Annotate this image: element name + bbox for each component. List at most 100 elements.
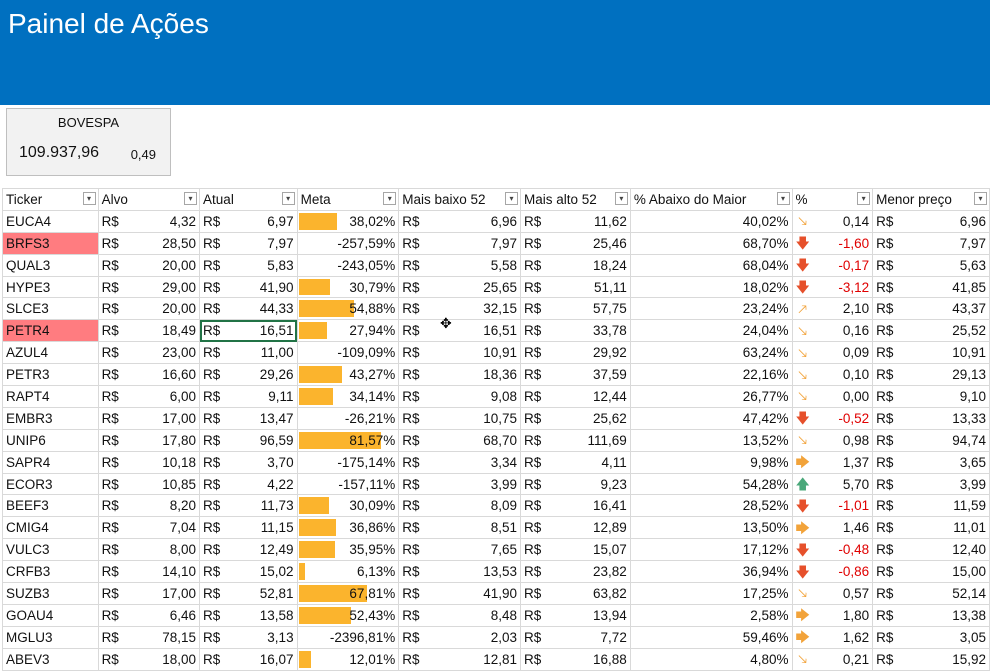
alvo-cell[interactable]: R$ 28,50 [97,231,201,255]
meta-cell[interactable]: -26,21% [296,406,400,430]
meta-cell[interactable]: 38,02% [296,209,400,233]
atual-cell[interactable]: R$ 3,13 [199,625,298,649]
ticker-cell[interactable]: UNIP6 [2,428,99,452]
mais-baixo-cell[interactable]: R$ 6,96 [398,209,522,233]
menor-preco-cell[interactable]: R$ 11,01 [872,516,990,540]
alvo-cell[interactable]: R$ 20,00 [97,253,201,277]
abaixo-maior-cell[interactable]: 68,70% [629,231,793,255]
menor-preco-cell[interactable]: R$ 3,99 [872,472,990,496]
mais-baixo-cell[interactable]: R$ 13,53 [398,560,522,584]
mais-alto-cell[interactable]: R$ 4,11 [520,450,631,474]
header-alvo[interactable]: Alvo ▾ [97,188,201,211]
mais-alto-cell[interactable]: R$ 12,89 [520,516,631,540]
bovespa-card[interactable]: BOVESPA 109.937,96 0,49 [6,108,171,176]
meta-cell[interactable]: 27,94% [296,319,400,343]
alvo-cell[interactable]: R$ 18,49 [97,319,201,343]
atual-cell[interactable]: R$ 11,00 [199,341,298,365]
atual-cell[interactable]: R$ 41,90 [199,275,298,299]
pct-cell[interactable]: 🡖 0,00 [791,385,874,408]
pct-cell[interactable]: 🡖 0,14 [791,209,874,233]
alvo-cell[interactable]: R$ 7,04 [97,516,201,540]
pct-cell[interactable]: 🡇 -0,52 [791,406,874,430]
alvo-cell[interactable]: R$ 23,00 [97,341,201,365]
mais-baixo-cell[interactable]: R$ 25,65 [398,275,522,299]
pct-cell[interactable]: 🡇 -0,17 [791,253,874,277]
pct-cell[interactable]: 🡆 1,37 [791,450,874,474]
meta-cell[interactable]: 34,14% [296,385,400,408]
menor-preco-cell[interactable]: R$ 15,00 [872,560,990,584]
mais-baixo-cell[interactable]: R$ 8,48 [398,603,522,627]
filter-dropdown-icon[interactable]: ▾ [974,192,987,205]
meta-cell[interactable]: -157,11% [296,472,400,496]
ticker-cell[interactable]: PETR3 [2,363,99,387]
mais-baixo-cell[interactable]: R$ 8,09 [398,494,522,518]
meta-cell[interactable]: -175,14% [296,450,400,474]
ticker-cell[interactable]: HYPE3 [2,275,99,299]
atual-cell[interactable]: R$ 15,02 [199,560,298,584]
mais-alto-cell[interactable]: R$ 7,72 [520,625,631,649]
abaixo-maior-cell[interactable]: 40,02% [629,209,793,233]
header-ticker[interactable]: Ticker ▾ [2,188,99,211]
filter-dropdown-icon[interactable]: ▾ [383,192,397,205]
mais-baixo-cell[interactable]: R$ 9,08 [398,385,522,408]
meta-cell[interactable]: -257,59% [296,231,400,255]
menor-preco-cell[interactable]: R$ 13,38 [872,603,990,627]
atual-cell[interactable]: R$ 52,81 [199,582,298,605]
pct-cell[interactable]: 🡇 -0,86 [791,560,874,584]
meta-cell[interactable]: 12,01% [296,647,400,671]
menor-preco-cell[interactable]: R$ 41,85 [872,275,990,299]
menor-preco-cell[interactable]: R$ 10,91 [872,341,990,365]
pct-cell[interactable]: 🡇 -0,48 [791,538,874,562]
abaixo-maior-cell[interactable]: 36,94% [629,560,793,584]
meta-cell[interactable]: 67,81% [296,582,400,605]
abaixo-maior-cell[interactable]: 28,52% [629,494,793,518]
mais-baixo-cell[interactable]: R$ 16,51 [398,319,522,343]
mais-baixo-cell[interactable]: R$ 10,75 [398,406,522,430]
menor-preco-cell[interactable]: R$ 94,74 [872,428,990,452]
atual-cell[interactable]: R$ 9,11 [199,385,298,408]
menor-preco-cell[interactable]: R$ 52,14 [872,582,990,605]
menor-preco-cell[interactable]: R$ 6,96 [872,209,990,233]
header-mais-baixo-52[interactable]: Mais baixo 52 ▾ [398,188,522,211]
alvo-cell[interactable]: R$ 4,32 [97,209,201,233]
pct-cell[interactable]: 🡇 -3,12 [791,275,874,299]
alvo-cell[interactable]: R$ 14,10 [97,560,201,584]
mais-alto-cell[interactable]: R$ 16,41 [520,494,631,518]
ticker-cell[interactable]: EUCA4 [2,209,99,233]
menor-preco-cell[interactable]: R$ 5,63 [872,253,990,277]
abaixo-maior-cell[interactable]: 13,52% [629,428,793,452]
abaixo-maior-cell[interactable]: 17,12% [629,538,793,562]
atual-cell[interactable]: R$ 3,70 [199,450,298,474]
menor-preco-cell[interactable]: R$ 11,59 [872,494,990,518]
abaixo-maior-cell[interactable]: 9,98% [629,450,793,474]
atual-cell[interactable]: R$ 4,22 [199,472,298,496]
filter-dropdown-icon[interactable]: ▾ [776,192,790,205]
atual-cell[interactable]: R$ 5,83 [199,253,298,277]
ticker-cell[interactable]: SUZB3 [2,582,99,605]
mais-alto-cell[interactable]: R$ 12,44 [520,385,631,408]
mais-alto-cell[interactable]: R$ 18,24 [520,253,631,277]
meta-cell[interactable]: 30,09% [296,494,400,518]
filter-dropdown-icon[interactable]: ▾ [184,192,198,205]
ticker-cell[interactable]: MGLU3 [2,625,99,649]
atual-cell[interactable]: R$ 7,97 [199,231,298,255]
meta-cell[interactable]: 30,79% [296,275,400,299]
abaixo-maior-cell[interactable]: 23,24% [629,297,793,321]
meta-cell[interactable]: 54,88% [296,297,400,321]
alvo-cell[interactable]: R$ 8,20 [97,494,201,518]
filter-dropdown-icon[interactable]: ▾ [82,192,96,205]
ticker-cell[interactable]: VULC3 [2,538,99,562]
ticker-cell[interactable]: QUAL3 [2,253,99,277]
pct-cell[interactable]: 🡇 -1,60 [791,231,874,255]
mais-baixo-cell[interactable]: R$ 2,03 [398,625,522,649]
alvo-cell[interactable]: R$ 10,85 [97,472,201,496]
ticker-cell[interactable]: PETR4 [2,319,99,343]
filter-dropdown-icon[interactable]: ▾ [614,192,628,205]
pct-cell[interactable]: 🡖 0,10 [791,363,874,387]
mais-baixo-cell[interactable]: R$ 32,15 [398,297,522,321]
abaixo-maior-cell[interactable]: 59,46% [629,625,793,649]
alvo-cell[interactable]: R$ 17,00 [97,406,201,430]
ticker-cell[interactable]: GOAU4 [2,603,99,627]
alvo-cell[interactable]: R$ 78,15 [97,625,201,649]
ticker-cell[interactable]: CMIG4 [2,516,99,540]
